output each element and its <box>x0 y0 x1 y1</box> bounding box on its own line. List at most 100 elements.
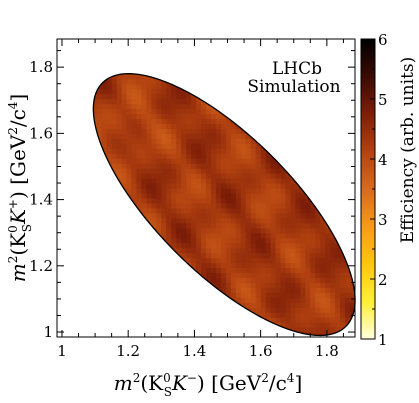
heatmap-cell <box>270 217 277 224</box>
heatmap-cell <box>265 257 272 264</box>
heatmap-cell <box>201 292 207 298</box>
heatmap-cell <box>210 93 217 100</box>
heatmap-cell <box>210 178 217 184</box>
heatmap-cell <box>121 237 128 244</box>
heatmap-cell <box>191 242 197 249</box>
heatmap-cell <box>325 307 331 313</box>
heatmap-cell <box>181 173 187 179</box>
heatmap-cell <box>231 64 237 70</box>
heatmap-cell <box>176 272 182 278</box>
heatmap-cell <box>186 287 192 293</box>
heatmap-cell <box>330 59 336 65</box>
heatmap-cell <box>136 93 143 100</box>
heatmap-cell <box>176 64 182 70</box>
heatmap-cell <box>295 98 301 105</box>
heatmap-cell <box>261 54 267 60</box>
heatmap-cell <box>215 118 222 125</box>
heatmap-cell <box>335 297 341 303</box>
heatmap-cell <box>220 192 227 199</box>
heatmap-cell <box>300 287 306 293</box>
heatmap-cell <box>151 39 157 45</box>
heatmap-cell <box>176 98 182 105</box>
heatmap-cell <box>92 44 98 50</box>
heatmap-cell <box>57 188 63 194</box>
heatmap-cell <box>196 148 202 154</box>
heatmap-cell <box>176 327 182 333</box>
heatmap-cell <box>116 292 123 298</box>
heatmap-cell <box>250 322 257 328</box>
heatmap-cell <box>196 247 202 254</box>
heatmap-cell <box>161 222 167 229</box>
heatmap-cell <box>335 252 341 259</box>
heatmap-cell <box>325 108 331 115</box>
heatmap-cell <box>201 188 207 194</box>
heatmap-cell <box>345 143 351 149</box>
heatmap-cell <box>210 148 217 154</box>
heatmap-cell <box>235 73 242 75</box>
heatmap-cell <box>106 317 113 323</box>
heatmap-cell <box>141 272 147 278</box>
heatmap-cell <box>230 222 237 229</box>
heatmap-cell <box>300 222 306 229</box>
heatmap-cell <box>136 54 142 60</box>
heatmap-cell <box>320 257 326 264</box>
heatmap-cell <box>96 192 103 199</box>
heatmap-cell <box>57 148 63 154</box>
heatmap-cell <box>261 64 267 70</box>
heatmap-cell <box>345 237 351 244</box>
heatmap-cell <box>300 202 306 209</box>
heatmap-cell <box>93 302 98 308</box>
heatmap-cell <box>330 178 336 184</box>
heatmap-cell <box>345 54 351 60</box>
heatmap-cell <box>196 118 202 125</box>
heatmap-cell <box>310 118 316 125</box>
heatmap-cell <box>161 143 167 149</box>
heatmap-cell <box>176 73 182 80</box>
heatmap-cell <box>196 113 202 120</box>
heatmap-cell <box>136 267 143 274</box>
heatmap-cell <box>111 237 118 244</box>
heatmap-cell <box>72 263 78 269</box>
x-axis-ticks: 1 1.2 1.4 1.6 1.8 <box>57 39 344 360</box>
heatmap-cell <box>112 59 118 65</box>
heatmap-cell <box>141 322 147 328</box>
heatmap-cell <box>96 247 103 254</box>
heatmap-cell <box>246 39 252 45</box>
heatmap-cell <box>62 312 68 318</box>
heatmap-cell <box>305 202 311 209</box>
heatmap-cell <box>101 168 108 174</box>
heatmap-cell <box>225 252 232 259</box>
heatmap-cell <box>315 222 321 229</box>
heatmap-cell <box>270 307 277 313</box>
heatmap-cell <box>340 272 346 278</box>
heatmap-cell <box>132 39 138 45</box>
heatmap-cell <box>176 143 182 149</box>
heatmap-cell <box>62 74 68 80</box>
heatmap-cell <box>151 128 157 134</box>
heatmap-cell <box>230 257 237 264</box>
heatmap-cell <box>270 188 277 194</box>
heatmap-cell <box>131 252 138 259</box>
heatmap-cell <box>225 282 232 288</box>
heatmap-cell <box>121 272 128 278</box>
heatmap-cell <box>106 307 113 313</box>
heatmap-cell <box>285 207 292 214</box>
heatmap-cell <box>270 242 277 249</box>
heatmap-cell <box>87 133 93 139</box>
heatmap-cell <box>116 138 123 144</box>
heatmap-cell <box>255 262 262 269</box>
heatmap-cell <box>62 307 68 313</box>
heatmap-cell <box>270 282 277 288</box>
heatmap-cell <box>295 197 301 204</box>
heatmap-cell <box>136 237 143 244</box>
heatmap-cell <box>93 237 98 244</box>
heatmap-cell <box>77 287 83 293</box>
heatmap-cell <box>93 242 98 249</box>
heatmap-cell <box>67 138 73 144</box>
heatmap-cell <box>62 198 68 204</box>
heatmap-cell <box>335 197 341 204</box>
heatmap-cell <box>280 98 287 105</box>
heatmap-cell <box>87 272 93 278</box>
heatmap-cell <box>245 202 252 209</box>
heatmap-cell <box>141 138 147 144</box>
